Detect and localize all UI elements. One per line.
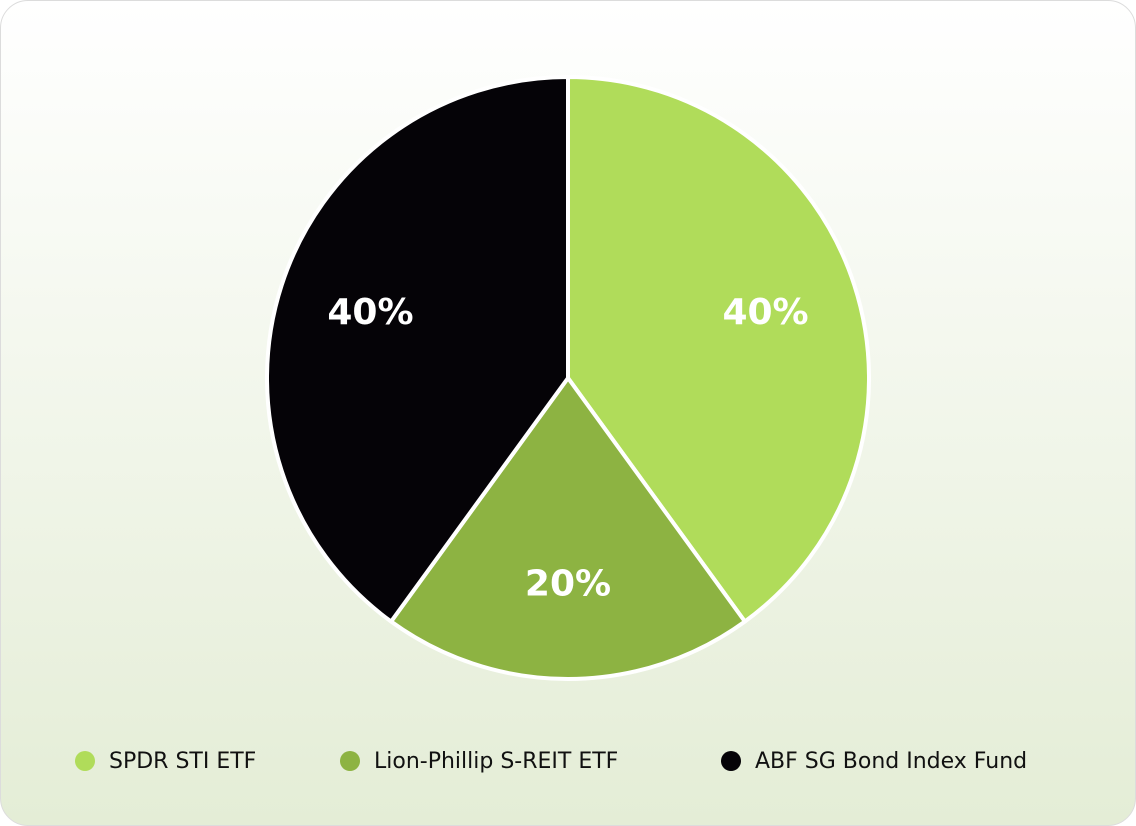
pie-slice — [265, 75, 570, 624]
data-label: 20% — [525, 564, 611, 605]
pie-slice — [389, 376, 747, 681]
data-label: 40% — [722, 292, 808, 333]
legend-marker — [340, 751, 360, 771]
legend-marker — [721, 751, 741, 771]
legend-label: Lion-Phillip S-REIT ETF — [374, 749, 618, 774]
legend-marker — [75, 751, 95, 771]
legend-label: ABF SG Bond Index Fund — [755, 749, 1027, 774]
legend-label: SPDR STI ETF — [109, 749, 256, 774]
data-label: 40% — [327, 292, 413, 333]
pie-slice — [566, 75, 871, 624]
